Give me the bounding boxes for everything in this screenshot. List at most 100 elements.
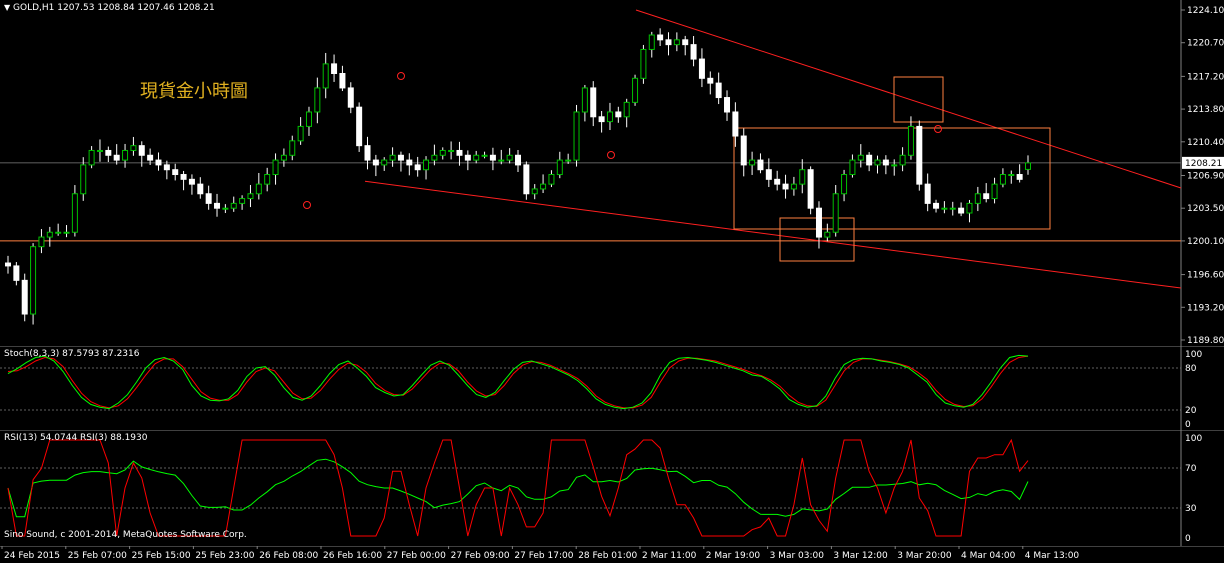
signal-marker-icon [303, 201, 311, 209]
price-chart[interactable]: 1224.10 1220.70 1217.20 1213.80 1210.40 1206.… [0, 0, 1224, 346]
candle-body [1025, 162, 1031, 170]
candle-body [21, 279, 28, 315]
time-tick-label: 3 Mar 20:00 [897, 551, 952, 561]
candle-body [347, 87, 354, 108]
candle-body [397, 154, 404, 161]
candle-body [264, 174, 271, 185]
time-tick-label: 25 Feb 23:00 [195, 551, 254, 561]
stoch-level-label: 0 [1185, 420, 1191, 430]
candle-body [406, 159, 413, 166]
candle-body [548, 174, 555, 185]
candle-body [205, 193, 212, 204]
price-pane[interactable]: 1224.10 1220.70 1217.20 1213.80 1210.40 1206.… [0, 0, 1224, 346]
candle-body [899, 154, 906, 166]
chart-title-annotation: 現貨金小時圖 [140, 81, 248, 102]
menu-triangle-icon[interactable]: ▼ [4, 3, 11, 12]
candle-body [439, 149, 446, 156]
candle-body [565, 159, 572, 162]
stochastic-pane[interactable]: 100 80 20 0 Stoch(8,3,3) 87.5793 87.2316 [0, 346, 1224, 430]
candle-body [197, 183, 204, 195]
time-tick-label: 26 Feb 08:00 [259, 551, 318, 561]
candle-body [698, 58, 705, 79]
candle-body [30, 246, 37, 315]
candle-body [832, 193, 839, 233]
price-tick-label: 1213.80 [1187, 105, 1224, 115]
candle-body [556, 159, 563, 176]
candle-body [96, 149, 103, 152]
rsi-chart[interactable]: 100 70 30 0 [0, 430, 1224, 546]
price-tick-label: 1206.90 [1187, 171, 1224, 181]
candle-body [71, 193, 78, 233]
candle-body [540, 183, 547, 190]
time-tick-label: 27 Feb 00:00 [387, 551, 446, 561]
time-tick-label: 25 Feb 07:00 [68, 551, 127, 561]
candle-body [322, 63, 329, 89]
candle-body [155, 159, 162, 166]
candle-body [740, 135, 747, 166]
candle-body [882, 159, 889, 166]
rsi-pane[interactable]: 100 70 30 0 RSI(13) 54.0744 RSI(3) 88.1930 … [0, 430, 1224, 546]
candle-body [966, 202, 973, 214]
price-tick-label: 1203.50 [1187, 204, 1224, 214]
candle-body [632, 77, 639, 103]
time-tick-label: 3 Mar 12:00 [833, 551, 888, 561]
candle-body [423, 159, 430, 171]
candle-body [707, 77, 714, 84]
candle-body [214, 202, 221, 209]
candle-body [949, 207, 956, 210]
candle-body [933, 202, 940, 209]
candle-body [824, 231, 831, 238]
upper-trend-line [635, 9, 1182, 189]
candle-body [590, 87, 597, 118]
candle-body [974, 193, 981, 204]
stochastic-chart[interactable]: 100 80 20 0 [0, 346, 1224, 430]
candle-body [673, 39, 680, 46]
rsi-level-label: 100 [1185, 434, 1202, 444]
candle-body [13, 265, 20, 281]
candle-body [999, 174, 1006, 185]
candle-body [381, 159, 388, 166]
candle-body [172, 169, 179, 176]
candle-body [807, 169, 814, 209]
candle-body [331, 63, 338, 74]
candle-body [289, 140, 296, 156]
candle-body [272, 159, 279, 176]
candle-body [305, 111, 312, 127]
candle-body [431, 154, 438, 161]
candle-body [907, 125, 914, 156]
candle-body [247, 193, 254, 200]
rsi-header: RSI(13) 54.0744 RSI(3) 88.1930 [4, 433, 148, 443]
rsi-level-label: 0 [1185, 534, 1191, 544]
symbol-header: GOLD,H1 1207.53 1208.84 1207.46 1208.21 [13, 3, 215, 13]
candle-body [356, 106, 363, 147]
candle-body [506, 154, 513, 161]
candle-body [749, 159, 756, 166]
candle-body [531, 188, 538, 195]
candle-body [80, 164, 87, 195]
candle-body [147, 154, 154, 161]
candle-body [88, 149, 95, 166]
candle-body [690, 44, 697, 60]
time-tick-label: 4 Mar 04:00 [961, 551, 1016, 561]
candle-body [63, 231, 70, 234]
candle-body [389, 154, 396, 161]
candle-body [464, 154, 471, 161]
candle-body [916, 125, 923, 185]
candle-body [841, 174, 848, 195]
candle-body [138, 145, 145, 156]
time-tick-label: 2 Mar 19:00 [706, 551, 761, 561]
candle-body [623, 101, 630, 118]
candle-body [665, 39, 672, 46]
candle-body [105, 149, 112, 156]
candle-body [489, 154, 496, 161]
candle-body [815, 207, 822, 238]
candle-body [615, 111, 622, 118]
candle-body [113, 154, 120, 161]
lower-trend-line [364, 180, 1182, 289]
candle-body [372, 159, 379, 166]
signal-marker-icon [934, 125, 942, 133]
current-price-tag [1182, 156, 1224, 169]
time-tick-label: 2 Mar 11:00 [642, 551, 697, 561]
time-tick-label: 3 Mar 03:00 [770, 551, 825, 561]
price-tick-label: 1193.20 [1187, 303, 1224, 313]
